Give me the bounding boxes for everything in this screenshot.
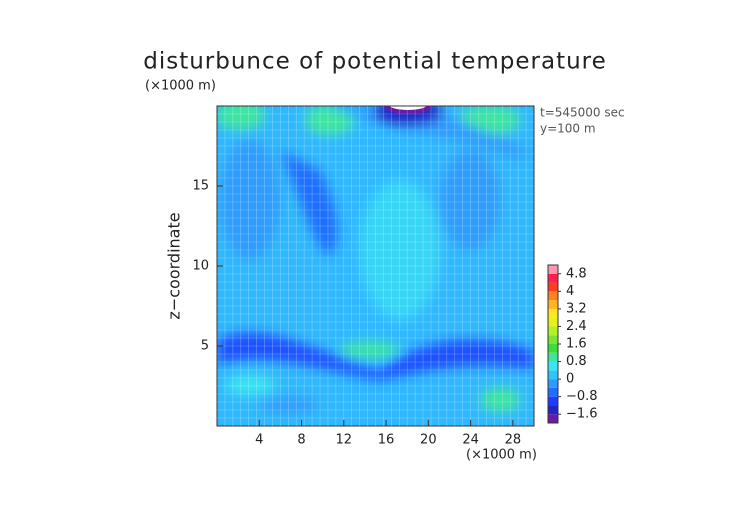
colorbar-band bbox=[548, 370, 558, 380]
colorbar-tick-label: 4 bbox=[566, 284, 574, 299]
colorbar-band bbox=[548, 361, 558, 371]
y-axis-title: z−coordinate bbox=[165, 212, 184, 319]
colorbar-band bbox=[548, 405, 558, 415]
colorbar-band bbox=[548, 265, 558, 274]
colorbar-band bbox=[548, 335, 558, 344]
colorbar-tick-label: 1.6 bbox=[566, 337, 587, 352]
y-tick-label: 5 bbox=[201, 339, 209, 354]
colorbar-tick-label: 4.8 bbox=[566, 266, 587, 281]
x-tick-label: 24 bbox=[462, 433, 479, 448]
x-tick-label: 12 bbox=[336, 433, 353, 448]
x-tick-label: 16 bbox=[378, 433, 395, 448]
field bbox=[217, 106, 534, 426]
colorbar-band bbox=[548, 352, 558, 362]
colorbar-band bbox=[548, 273, 558, 283]
colorbar-band bbox=[548, 308, 558, 318]
colorbar-tick-label: 3.2 bbox=[566, 301, 587, 316]
colorbar-band bbox=[548, 282, 558, 292]
colorbar-tick-label: 0.8 bbox=[566, 354, 587, 369]
y-unit: (×1000 m) bbox=[145, 79, 216, 94]
colorbar-band bbox=[548, 387, 558, 397]
colorbar-band bbox=[548, 414, 558, 423]
colorbar-tick-label: 2.4 bbox=[566, 319, 587, 334]
colorbar-band bbox=[548, 379, 558, 388]
y-tick-label: 15 bbox=[192, 179, 209, 194]
colorbar-tick-label: 0 bbox=[566, 372, 574, 387]
annotation: t=545000 sec bbox=[540, 106, 625, 120]
colorbar-band bbox=[548, 326, 558, 336]
annotation: y=100 m bbox=[540, 122, 596, 136]
colorbar-band bbox=[548, 300, 558, 309]
x-unit: (×1000 m) bbox=[466, 448, 537, 463]
y-tick-label: 10 bbox=[192, 259, 209, 274]
colorbar-tick-label: −0.8 bbox=[566, 389, 598, 404]
colorbar-tick-label: −1.6 bbox=[566, 407, 598, 422]
x-tick-label: 4 bbox=[255, 433, 263, 448]
x-tick-label: 20 bbox=[420, 433, 437, 448]
colorbar-band bbox=[548, 396, 558, 406]
colorbar-band bbox=[548, 317, 558, 327]
colorbar-band bbox=[548, 291, 558, 301]
colorbar-band bbox=[548, 344, 558, 353]
x-tick-label: 8 bbox=[297, 433, 305, 448]
chart-title: disturbunce of potential temperature bbox=[143, 49, 607, 75]
x-tick-label: 28 bbox=[505, 433, 522, 448]
